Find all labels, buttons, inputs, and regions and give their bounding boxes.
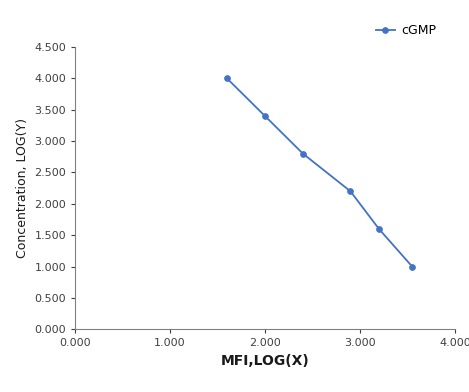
cGMP	[409, 264, 415, 269]
Legend: cGMP: cGMP	[371, 20, 441, 42]
cGMP	[348, 189, 353, 194]
Y-axis label: Concentration, LOG(Y): Concentration, LOG(Y)	[15, 118, 29, 258]
cGMP	[262, 114, 268, 118]
cGMP	[300, 151, 306, 156]
cGMP	[224, 76, 230, 81]
X-axis label: MFI,LOG(X): MFI,LOG(X)	[220, 354, 310, 368]
cGMP	[376, 227, 382, 231]
Line: cGMP: cGMP	[224, 76, 415, 269]
